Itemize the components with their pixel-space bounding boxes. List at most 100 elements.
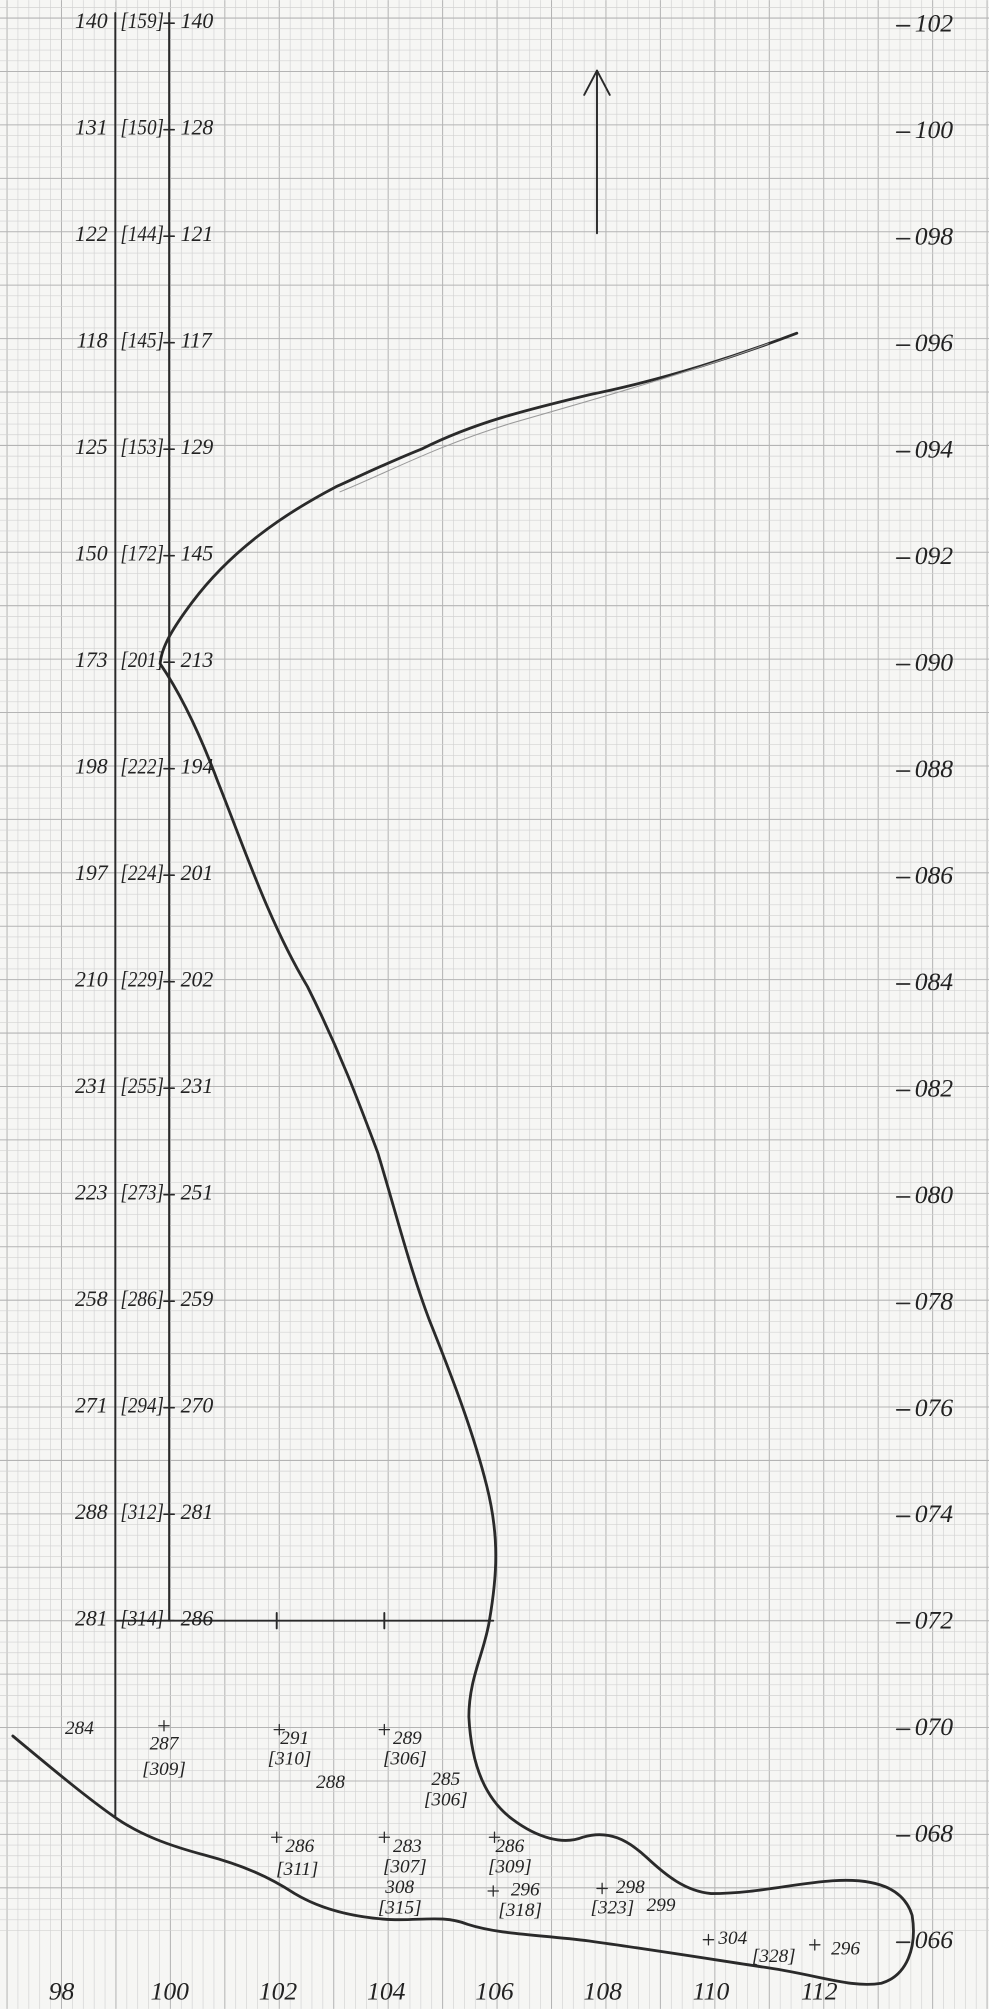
spot-annotation: 298 bbox=[616, 1877, 645, 1898]
left-value: 231 bbox=[75, 1074, 108, 1098]
spot-annotation: 308 bbox=[384, 1877, 414, 1898]
bracket-value: [153] bbox=[120, 435, 164, 459]
spot-annotation: [309] bbox=[142, 1759, 186, 1780]
spot-annotation: [328] bbox=[752, 1946, 796, 1967]
right-value: 194 bbox=[181, 755, 214, 779]
right-axis-label: 072 bbox=[915, 1606, 954, 1635]
right-axis-label: 074 bbox=[915, 1499, 954, 1528]
bottom-axis-label: 112 bbox=[801, 1976, 838, 2005]
spot-annotation: 289 bbox=[393, 1728, 422, 1749]
left-value: 223 bbox=[75, 1181, 108, 1205]
left-value: 197 bbox=[75, 861, 109, 885]
right-axis-label: 084 bbox=[915, 967, 954, 996]
right-value: 121 bbox=[181, 222, 214, 246]
spot-annotation: [315] bbox=[378, 1897, 422, 1918]
spot-annotation: [309] bbox=[488, 1856, 532, 1877]
spot-annotation: 291 bbox=[280, 1728, 309, 1749]
bracket-value: [150] bbox=[120, 116, 164, 140]
survey-sheet: 140 [159] 140 131 [150] 128 122 [144] 121 118 [145… bbox=[0, 0, 989, 2009]
spot-annotation: 299 bbox=[647, 1895, 676, 1916]
right-value: 202 bbox=[181, 968, 214, 992]
spot-annotation: 283 bbox=[393, 1836, 422, 1857]
bottom-axis-label: 104 bbox=[367, 1976, 406, 2005]
bottom-axis-label: 98 bbox=[49, 1976, 75, 2005]
left-value: 173 bbox=[75, 648, 108, 672]
left-value: 198 bbox=[75, 755, 108, 779]
right-axis-label: 080 bbox=[915, 1180, 954, 1209]
bracket-value: [255] bbox=[120, 1074, 164, 1098]
bottom-axis-label: 102 bbox=[259, 1976, 298, 2005]
right-axis-label: 088 bbox=[915, 754, 954, 783]
right-value: 281 bbox=[181, 1500, 214, 1524]
left-value: 125 bbox=[75, 435, 108, 459]
spot-annotation: 304 bbox=[717, 1928, 747, 1949]
right-axis-label: 092 bbox=[915, 541, 954, 570]
left-value: 150 bbox=[75, 542, 108, 566]
bottom-axis-label: 110 bbox=[693, 1976, 730, 2005]
bracket-value: [286] bbox=[120, 1287, 164, 1311]
right-value: 117 bbox=[181, 329, 213, 353]
bracket-value: [229] bbox=[120, 968, 164, 992]
right-axis-label: 076 bbox=[915, 1393, 954, 1422]
spot-annotation: 284 bbox=[65, 1718, 94, 1739]
right-value: 128 bbox=[181, 116, 214, 140]
spot-annotation: 296 bbox=[831, 1938, 860, 1959]
spot-annotation: 296 bbox=[511, 1879, 540, 1900]
left-value: 140 bbox=[75, 9, 108, 33]
spot-annotation: [323] bbox=[590, 1897, 634, 1918]
right-axis-label: 094 bbox=[915, 435, 954, 464]
left-value: 271 bbox=[75, 1394, 108, 1418]
right-value: 129 bbox=[181, 435, 214, 459]
spot-annotation: 286 bbox=[285, 1836, 314, 1857]
bracket-value: [145] bbox=[120, 329, 164, 353]
spot-annotation: [307] bbox=[383, 1856, 427, 1877]
right-value: 286 bbox=[181, 1607, 214, 1631]
right-value: 201 bbox=[181, 861, 214, 885]
right-axis-label: 090 bbox=[915, 647, 954, 676]
spot-annotation: [310] bbox=[268, 1749, 312, 1770]
right-value: 270 bbox=[181, 1394, 214, 1418]
right-value: 140 bbox=[181, 9, 214, 33]
bracket-value: [273] bbox=[120, 1181, 164, 1205]
left-value: 288 bbox=[75, 1500, 108, 1524]
spot-annotation: [318] bbox=[498, 1900, 542, 1921]
left-value: 210 bbox=[75, 968, 108, 992]
right-axis-label: 102 bbox=[915, 9, 954, 38]
spot-annotation: 288 bbox=[316, 1772, 345, 1793]
right-value: 231 bbox=[181, 1074, 214, 1098]
left-value: 258 bbox=[75, 1287, 108, 1311]
spot-annotation: 287 bbox=[150, 1733, 180, 1754]
bracket-value: [201] bbox=[120, 648, 164, 672]
right-axis-label: 100 bbox=[915, 115, 954, 144]
spot-annotation: 286 bbox=[495, 1836, 524, 1857]
bracket-value: [314] bbox=[120, 1607, 164, 1631]
right-axis-label: 066 bbox=[915, 1925, 954, 1954]
right-axis-label: 070 bbox=[915, 1712, 954, 1741]
spot-annotation: [306] bbox=[424, 1790, 468, 1811]
right-axis-label: 078 bbox=[915, 1286, 954, 1315]
right-value: 259 bbox=[181, 1287, 214, 1311]
bottom-axis-label: 100 bbox=[151, 1976, 190, 2005]
bottom-axis-label: 106 bbox=[475, 1976, 514, 2005]
bottom-axis-label: 108 bbox=[584, 1976, 623, 2005]
right-axis-label: 098 bbox=[915, 222, 954, 251]
left-value: 122 bbox=[75, 222, 108, 246]
bracket-value: [312] bbox=[120, 1500, 164, 1524]
spot-annotation: [306] bbox=[383, 1749, 427, 1770]
bracket-value: [144] bbox=[120, 222, 164, 246]
left-value: 281 bbox=[75, 1607, 108, 1631]
bracket-value: [294] bbox=[120, 1394, 164, 1418]
bracket-value: [224] bbox=[120, 861, 164, 885]
bracket-value: [222] bbox=[120, 755, 164, 779]
right-value: 213 bbox=[181, 648, 214, 672]
left-value: 131 bbox=[75, 116, 108, 140]
bracket-value: [172] bbox=[120, 542, 164, 566]
right-axis-label: 082 bbox=[915, 1073, 954, 1102]
left-value: 118 bbox=[77, 329, 108, 353]
right-axis-label: 096 bbox=[915, 328, 954, 357]
spot-annotation: [311] bbox=[276, 1859, 318, 1880]
right-axis-label: 068 bbox=[915, 1819, 954, 1848]
right-value: 251 bbox=[181, 1181, 214, 1205]
bracket-value: [159] bbox=[120, 9, 164, 33]
right-value: 145 bbox=[181, 542, 214, 566]
